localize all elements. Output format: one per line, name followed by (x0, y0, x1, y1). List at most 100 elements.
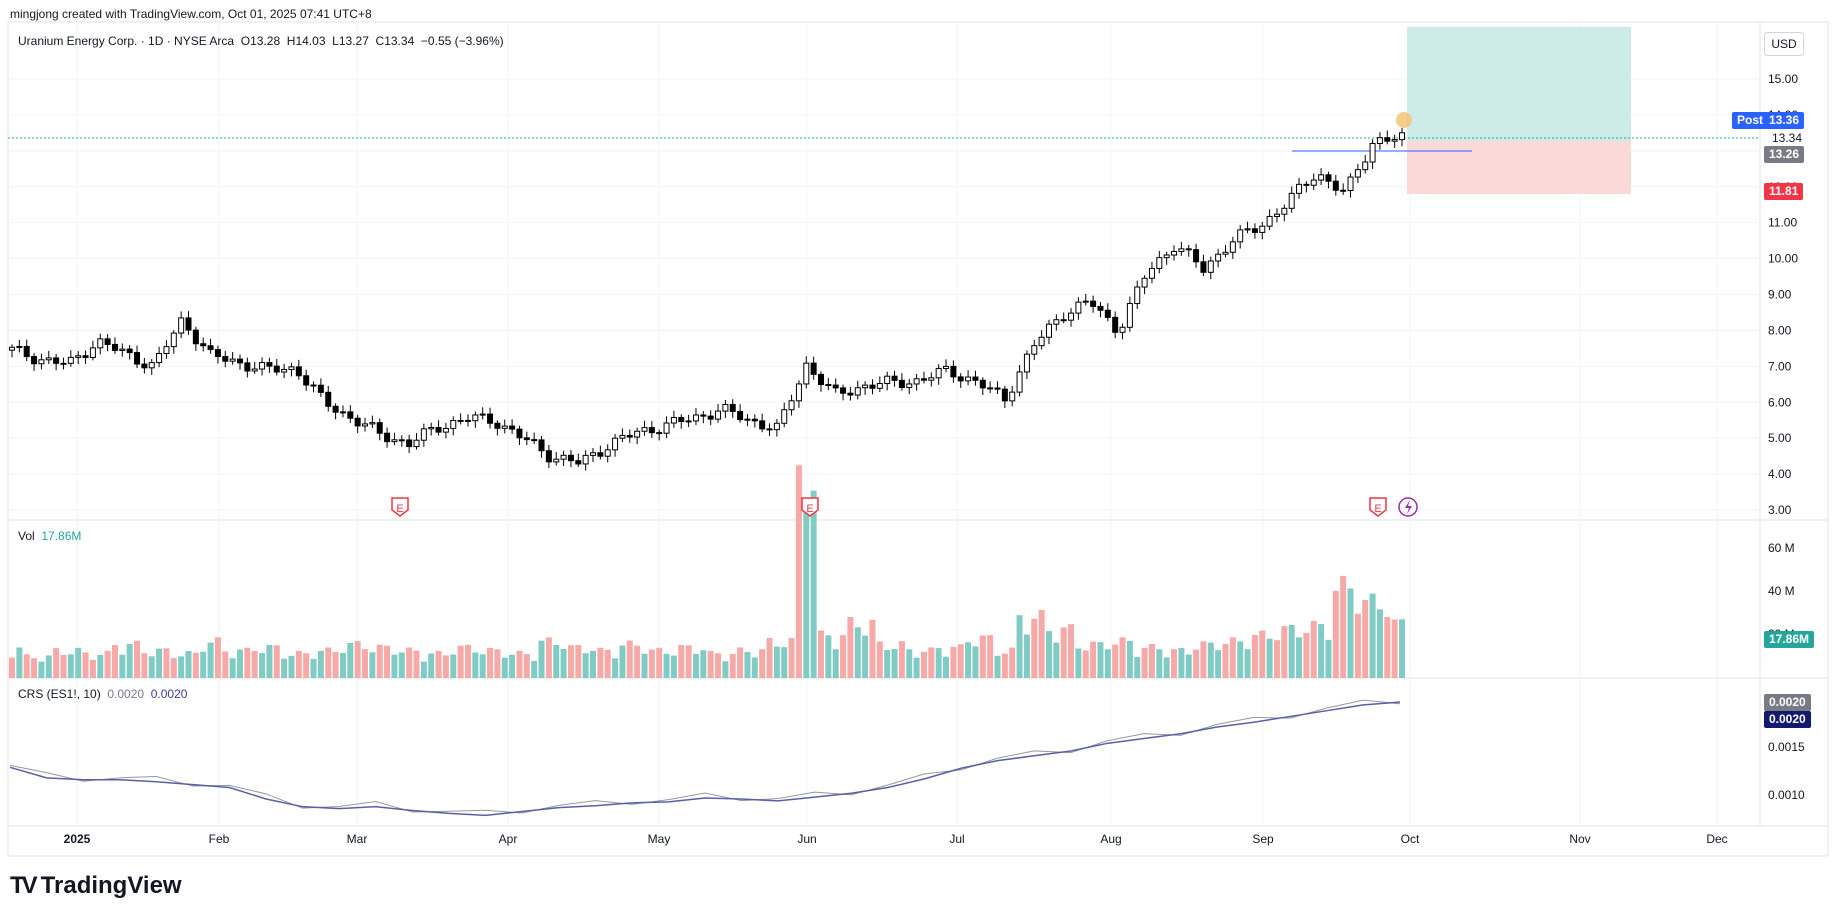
volume-bar[interactable] (994, 655, 1001, 678)
candle-body[interactable] (339, 411, 346, 414)
candle-body[interactable] (1325, 174, 1332, 182)
volume-bar[interactable] (1215, 650, 1222, 678)
volume-bar[interactable] (575, 645, 582, 678)
candle-body[interactable] (957, 376, 964, 382)
candle-body[interactable] (994, 387, 1001, 390)
volume-bar[interactable] (538, 640, 545, 678)
volume-bar[interactable] (1141, 647, 1148, 678)
candle-body[interactable] (1178, 248, 1185, 253)
candle-body[interactable] (950, 365, 957, 378)
volume-bar[interactable] (516, 650, 523, 678)
volume-bar[interactable] (685, 645, 692, 678)
earnings-marker-2[interactable]: E (801, 497, 819, 517)
volume-bar[interactable] (891, 648, 898, 678)
candle-body[interactable] (1288, 192, 1295, 209)
candle-body[interactable] (1075, 301, 1082, 314)
volume-bar[interactable] (9, 657, 15, 678)
volume-bar[interactable] (288, 655, 295, 678)
candle-body[interactable] (817, 373, 824, 386)
volume-bar[interactable] (1354, 613, 1361, 678)
volume-bar[interactable] (832, 649, 839, 678)
volume-bar[interactable] (1332, 590, 1339, 678)
volume-bar[interactable] (1318, 623, 1325, 678)
candle-body[interactable] (501, 425, 508, 429)
candle-body[interactable] (178, 317, 185, 334)
volume-bar[interactable] (192, 652, 199, 678)
candle-body[interactable] (229, 358, 236, 362)
volume-bar[interactable] (97, 654, 104, 678)
volume-bar[interactable] (222, 651, 229, 678)
candle-body[interactable] (678, 416, 685, 423)
volume-bar[interactable] (259, 653, 266, 678)
candle-body[interactable] (45, 357, 52, 361)
candle-body[interactable] (612, 437, 619, 451)
volume-bar[interactable] (862, 635, 869, 678)
volume-bar[interactable] (604, 649, 611, 678)
candle-body[interactable] (53, 357, 60, 364)
candle-body[interactable] (707, 415, 714, 420)
volume-bar[interactable] (678, 644, 685, 678)
volume-bar[interactable] (1376, 609, 1383, 678)
earnings-marker-3[interactable]: E (1369, 497, 1387, 517)
volume-bar[interactable] (773, 646, 780, 678)
volume-bar[interactable] (104, 650, 111, 678)
candle-body[interactable] (729, 403, 736, 412)
volume-bar[interactable] (619, 645, 626, 678)
volume-bar[interactable] (523, 654, 530, 678)
candle-body[interactable] (795, 383, 802, 402)
volume-bar[interactable] (1097, 642, 1104, 678)
candle-body[interactable] (832, 384, 839, 389)
volume-bar[interactable] (170, 658, 177, 678)
volume-bar[interactable] (16, 647, 23, 678)
volume-bar[interactable] (435, 650, 442, 678)
candle-body[interactable] (354, 417, 361, 427)
volume-bar[interactable] (1171, 649, 1178, 678)
candle-body[interactable] (656, 432, 663, 435)
volume-bar[interactable] (817, 630, 824, 678)
volume-bar[interactable] (509, 654, 516, 678)
volume-bar[interactable] (501, 657, 508, 678)
candle-body[interactable] (236, 358, 243, 364)
volume-bar[interactable] (715, 653, 722, 678)
candle-body[interactable] (928, 377, 935, 381)
volume-bar[interactable] (965, 642, 972, 678)
volume-bar[interactable] (597, 647, 604, 678)
volume-bar[interactable] (884, 649, 891, 678)
volume-bar[interactable] (406, 647, 413, 678)
candle-body[interactable] (972, 376, 979, 381)
volume-bar[interactable] (229, 658, 236, 678)
volume-bar[interactable] (38, 661, 45, 678)
volume-bar[interactable] (707, 650, 714, 678)
candle-body[interactable] (266, 362, 273, 367)
volume-bar[interactable] (1060, 627, 1067, 678)
volume-bar[interactable] (700, 650, 707, 678)
volume-bar[interactable] (1273, 640, 1280, 678)
volume-bar[interactable] (803, 498, 810, 678)
candle-body[interactable] (1273, 213, 1280, 217)
volume-bar[interactable] (670, 655, 677, 678)
candle-body[interactable] (935, 367, 942, 379)
candle-body[interactable] (303, 375, 310, 386)
volume-bar[interactable] (1259, 630, 1266, 678)
volume-bar[interactable] (545, 637, 552, 678)
candle-body[interactable] (1082, 300, 1089, 303)
volume-bar[interactable] (1185, 654, 1192, 678)
candle-body[interactable] (920, 378, 927, 381)
candle-body[interactable] (979, 379, 986, 389)
candle-body[interactable] (803, 362, 810, 385)
volume-bar[interactable] (45, 655, 52, 678)
candle-body[interactable] (545, 450, 552, 463)
candle-body[interactable] (1244, 228, 1251, 231)
candle-body[interactable] (1119, 326, 1126, 333)
candle-body[interactable] (295, 366, 302, 377)
candle-body[interactable] (1045, 323, 1052, 338)
volume-bar[interactable] (1134, 657, 1141, 678)
volume-bar[interactable] (281, 658, 288, 678)
volume-bar[interactable] (266, 645, 273, 678)
volume-bar[interactable] (141, 653, 148, 678)
volume-bar[interactable] (950, 646, 957, 678)
candle-body[interactable] (332, 405, 339, 413)
volume-bar[interactable] (626, 640, 633, 678)
candle-body[interactable] (1053, 319, 1060, 325)
candle-body[interactable] (222, 356, 229, 362)
